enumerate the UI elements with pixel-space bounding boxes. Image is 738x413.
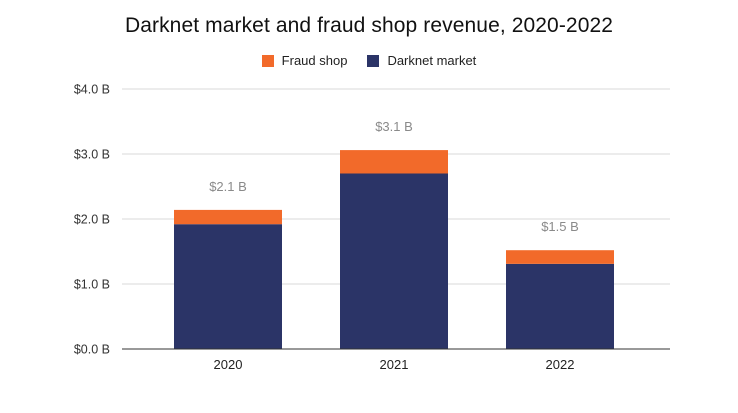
legend-swatch-darknet-market (367, 54, 380, 67)
legend-item-fraud-shop: Fraud shop (261, 53, 348, 68)
x-tick-label: 2022 (546, 357, 575, 372)
bar-darknet-market (174, 224, 282, 349)
y-tick-label: $2.0 B (74, 213, 110, 227)
chart-legend: Fraud shop Darknet market (0, 53, 738, 68)
y-tick-label: $0.0 B (74, 343, 110, 357)
bar-total-label: $3.1 B (375, 119, 413, 134)
bar-total-label: $1.5 B (541, 219, 579, 234)
bar-fraud-shop (340, 150, 448, 174)
bar-fraud-shop (174, 209, 282, 225)
bar-darknet-market (340, 173, 448, 349)
chart-title: Darknet market and fraud shop revenue, 2… (124, 14, 614, 37)
legend-label-fraud-shop: Fraud shop (281, 53, 348, 68)
bar-darknet-market (506, 263, 614, 349)
y-tick-label: $1.0 B (74, 278, 110, 292)
legend-swatch-fraud-shop (261, 54, 274, 67)
legend-item-darknet-market: Darknet market (367, 53, 476, 68)
x-tick-label: 2020 (214, 357, 243, 372)
bar-fraud-shop (506, 250, 614, 264)
x-tick-label: 2021 (380, 357, 409, 372)
y-tick-label: $3.0 B (74, 148, 110, 162)
bar-total-label: $2.1 B (209, 179, 247, 194)
legend-label-darknet-market: Darknet market (387, 53, 477, 68)
y-tick-label: $4.0 B (74, 83, 110, 97)
